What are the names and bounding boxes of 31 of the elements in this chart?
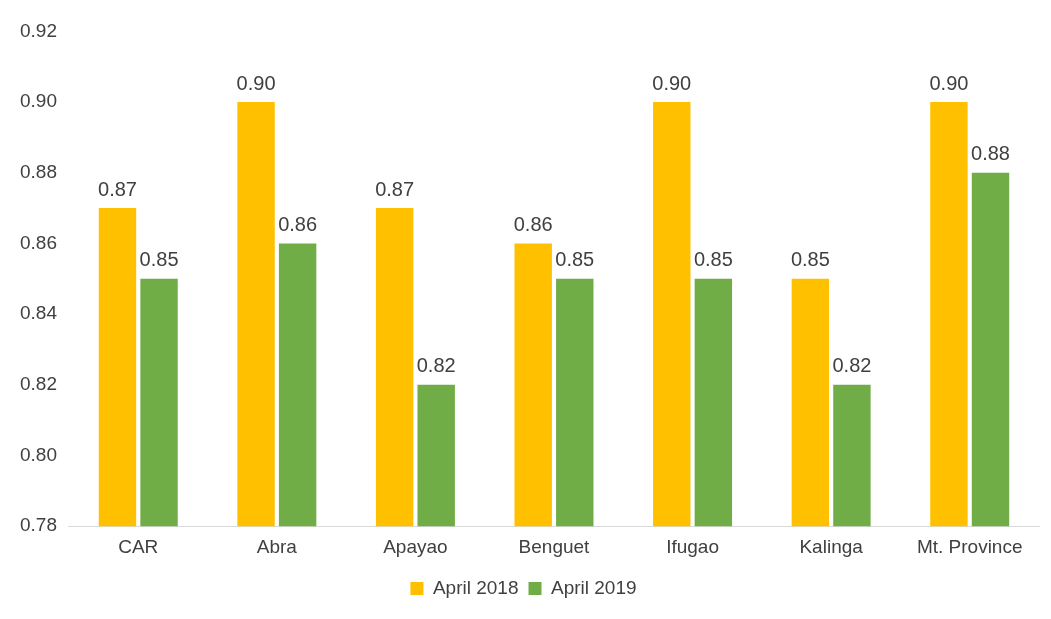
data-label: 0.90	[652, 71, 692, 94]
data-label: 0.82	[832, 354, 872, 377]
data-label: 0.82	[416, 354, 456, 377]
data-label: 0.86	[513, 212, 553, 235]
x-tick-label: Abra	[256, 535, 298, 557]
data-label: 0.85	[790, 248, 830, 271]
y-tick-label: 0.82	[20, 373, 57, 395]
y-tick-label: 0.92	[20, 19, 57, 41]
data-label: 0.85	[139, 248, 179, 271]
y-tick-label: 0.86	[20, 231, 57, 253]
y-tick-label: 0.84	[20, 302, 58, 324]
data-label: 0.85	[555, 248, 595, 271]
x-tick-label: Mt. Province	[916, 535, 1023, 557]
x-tick-label: Ifugao	[666, 535, 719, 557]
data-label: 0.90	[236, 71, 276, 94]
data-label: 0.87	[375, 177, 415, 200]
x-tick-label: CAR	[118, 535, 159, 557]
y-tick-label: 0.90	[20, 90, 57, 112]
y-tick-label: 0.78	[20, 514, 57, 536]
data-label: 0.85	[693, 248, 733, 271]
y-tick-label: 0.88	[20, 161, 57, 183]
legend-label: April 2018	[432, 576, 519, 598]
data-label: 0.87	[98, 177, 137, 200]
x-tick-label: Kalinga	[799, 535, 864, 557]
x-tick-label: Benguet	[518, 535, 591, 557]
data-label: 0.90	[929, 71, 969, 94]
y-tick-label: 0.80	[20, 443, 57, 465]
data-label: 0.88	[971, 142, 1010, 165]
legend-label: April 2019	[551, 576, 637, 598]
data-label: 0.86	[278, 212, 318, 235]
x-tick-label: Apayao	[383, 535, 448, 557]
